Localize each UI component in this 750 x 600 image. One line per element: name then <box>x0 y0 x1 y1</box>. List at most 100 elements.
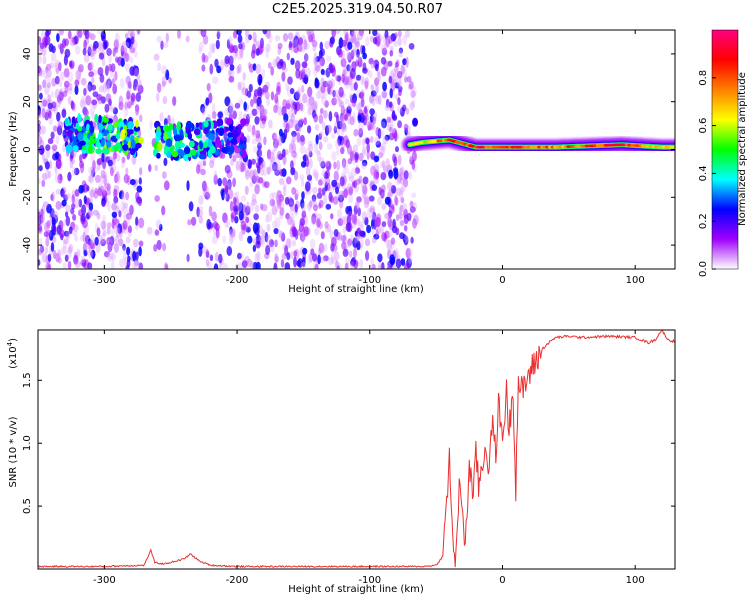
spectrogram-cell <box>341 241 347 250</box>
signal-cell <box>183 146 191 155</box>
signal-cell <box>127 121 134 130</box>
spectrogram-cell <box>398 154 402 166</box>
spectrogram-cell <box>256 222 260 231</box>
spectrogram-cell <box>287 76 293 85</box>
spectrogram-cell <box>400 166 405 176</box>
spectrogram-cell <box>343 135 349 146</box>
spectrogram-cell <box>310 100 317 109</box>
spectrogram-cell <box>285 82 289 91</box>
spectrogram-cell <box>334 121 338 132</box>
spectrogram-cell <box>38 147 45 155</box>
spectrogram-cell <box>403 263 410 269</box>
spectrogram-cell <box>227 105 233 114</box>
spectrogram-cell <box>356 240 361 251</box>
spectrogram-cell <box>347 52 352 63</box>
spectrogram-cell <box>395 197 399 206</box>
spectrogram-cell <box>256 250 261 262</box>
spectrogram-cell <box>42 79 47 89</box>
spectrogram-cell <box>50 131 55 140</box>
spectrogram-cell <box>115 171 120 183</box>
spectrogram-cell <box>248 83 253 93</box>
spectrogram-cell <box>255 63 262 75</box>
spectrogram-cell <box>245 169 250 180</box>
spectrogram-cell <box>288 118 294 129</box>
spectrogram-cell <box>260 237 265 247</box>
spectrogram-cell <box>58 61 62 72</box>
spectrogram-cell <box>57 257 62 264</box>
spectrogram-cell <box>399 189 403 201</box>
signal-cell <box>77 115 82 123</box>
spectrogram-cell <box>405 248 411 259</box>
signal-cell <box>203 120 209 128</box>
spectrogram-cell <box>209 63 214 75</box>
spectrogram-cell <box>367 207 372 219</box>
spectrogram-cell <box>127 81 132 89</box>
spectrogram-cell <box>348 186 354 195</box>
spectrogram-cell <box>318 141 323 151</box>
spectrogram-cell <box>256 96 262 107</box>
y-tick-label: 0 <box>22 146 33 152</box>
spectrogram-cell <box>392 264 397 269</box>
signal-cell <box>165 138 173 147</box>
spectrogram-cell <box>340 147 345 155</box>
spectrogram-cell <box>124 107 129 117</box>
spectrogram-cell <box>120 200 126 212</box>
spectrogram-cell <box>243 101 247 111</box>
spectrogram-cell <box>149 120 153 130</box>
spectrogram-cell <box>293 119 299 131</box>
spectrogram-cell <box>252 63 257 71</box>
signal-cell <box>166 149 172 159</box>
spectrogram-cell <box>96 211 100 219</box>
spectrogram-cell <box>153 244 158 252</box>
signal-cell <box>234 147 241 154</box>
spectrogram-cell <box>124 32 129 40</box>
spectrogram-cell <box>299 135 305 143</box>
spectrogram-cell <box>395 258 402 269</box>
spectrogram-cell <box>249 181 253 188</box>
spectrogram-cell <box>102 82 107 94</box>
spectrogram-cell <box>245 217 250 223</box>
spectrogram-cell <box>380 121 386 129</box>
spectrogram-cell <box>126 82 133 93</box>
colorbar-tick-label: 0.4 <box>698 165 709 181</box>
spectrogram-cell <box>300 198 305 209</box>
spectrogram-cell <box>247 235 253 244</box>
spectrogram-cell <box>44 84 50 95</box>
spectrogram-cell <box>240 195 247 202</box>
spectrogram-cell <box>235 191 240 200</box>
spectrogram-cell <box>190 216 197 226</box>
spectrogram-cell <box>321 187 326 196</box>
spectrogram-cell <box>129 66 136 76</box>
spectrogram-cell <box>251 193 257 204</box>
spectrogram-cell <box>55 188 61 195</box>
spectrogram-cell <box>207 191 212 199</box>
y-tick-label: -20 <box>22 189 33 205</box>
spectrogram-cell <box>399 167 403 176</box>
spectrogram-cell <box>234 102 241 109</box>
spectrogram-cell <box>314 78 320 89</box>
spectrogram-cell <box>163 157 168 167</box>
spectrogram-cell <box>262 30 268 35</box>
spectrogram-cell <box>221 189 225 201</box>
spectrogram-cell <box>377 94 382 106</box>
spectrogram-cell <box>320 231 325 240</box>
spectrogram-cell <box>161 65 167 75</box>
spectrogram-cell <box>388 169 394 179</box>
spectrogram-cell <box>88 202 94 212</box>
spectrogram-cell <box>300 42 306 54</box>
spectrogram-cell <box>276 150 282 160</box>
spectrogram-cell <box>324 160 330 167</box>
spectrogram-cell <box>106 222 112 229</box>
spectrogram-cell <box>103 174 107 186</box>
spectrogram-cell <box>388 101 393 108</box>
spectrogram-cell <box>80 255 86 264</box>
spectrogram-cell <box>55 67 60 75</box>
spectrogram-cell <box>371 226 375 236</box>
signal-cell <box>232 130 239 139</box>
spectrogram-cell <box>387 189 393 197</box>
spectrogram-cell <box>272 58 278 68</box>
spectrogram-cell <box>124 41 130 48</box>
spectrogram-cell <box>371 265 375 269</box>
spectrogram-cell <box>313 68 318 77</box>
spectrogram-cell <box>102 185 107 195</box>
